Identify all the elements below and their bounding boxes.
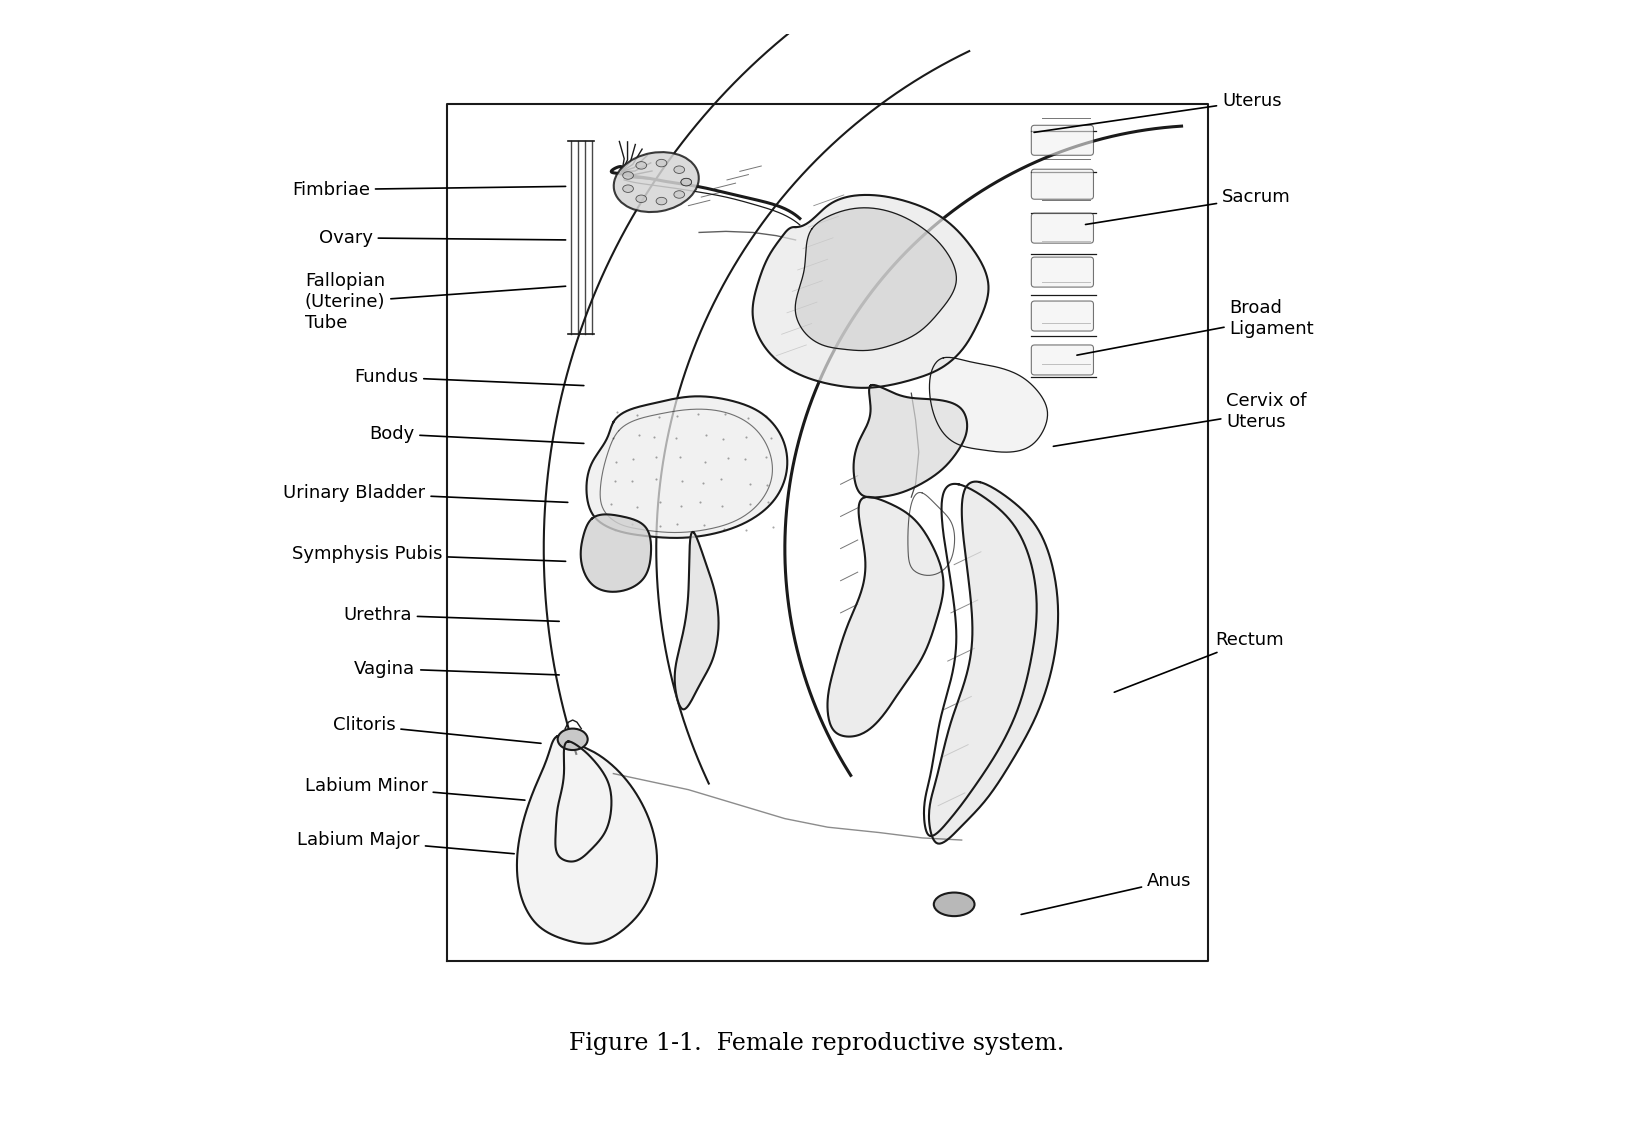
Ellipse shape <box>657 160 667 166</box>
FancyBboxPatch shape <box>1031 169 1093 200</box>
Ellipse shape <box>681 178 691 186</box>
FancyBboxPatch shape <box>1031 213 1093 243</box>
Polygon shape <box>796 207 956 351</box>
Polygon shape <box>853 385 967 497</box>
Text: Body: Body <box>369 425 583 443</box>
Text: Symphysis Pubis: Symphysis Pubis <box>292 545 565 563</box>
Ellipse shape <box>623 172 634 179</box>
FancyBboxPatch shape <box>1031 301 1093 331</box>
Text: Anus: Anus <box>1021 872 1191 914</box>
FancyBboxPatch shape <box>1031 125 1093 155</box>
Text: Uterus: Uterus <box>1034 91 1281 132</box>
Ellipse shape <box>623 185 634 193</box>
Ellipse shape <box>673 166 685 173</box>
Polygon shape <box>675 532 719 709</box>
Polygon shape <box>827 497 943 736</box>
Text: Vagina: Vagina <box>355 660 559 677</box>
Polygon shape <box>587 397 788 538</box>
Ellipse shape <box>557 728 588 750</box>
Polygon shape <box>930 357 1047 453</box>
FancyBboxPatch shape <box>1031 345 1093 375</box>
Text: Figure 1-1.  Female reproductive system.: Figure 1-1. Female reproductive system. <box>569 1032 1065 1056</box>
Text: Cervix of
Uterus: Cervix of Uterus <box>1054 392 1307 447</box>
Ellipse shape <box>673 190 685 198</box>
Text: Broad
Ligament: Broad Ligament <box>1077 299 1314 356</box>
Polygon shape <box>516 735 657 944</box>
Text: Urinary Bladder: Urinary Bladder <box>283 483 567 503</box>
Ellipse shape <box>614 152 699 212</box>
Text: Labium Major: Labium Major <box>297 831 515 854</box>
Text: Ovary: Ovary <box>319 229 565 246</box>
Ellipse shape <box>636 162 647 169</box>
Ellipse shape <box>933 893 974 917</box>
Polygon shape <box>580 514 650 592</box>
Text: Rectum: Rectum <box>1114 630 1284 692</box>
Text: Fimbriae: Fimbriae <box>292 180 565 198</box>
Polygon shape <box>753 195 989 388</box>
Text: Clitoris: Clitoris <box>333 716 541 743</box>
FancyBboxPatch shape <box>1031 258 1093 287</box>
Ellipse shape <box>636 195 647 203</box>
Text: Sacrum: Sacrum <box>1085 188 1291 225</box>
Ellipse shape <box>657 197 667 205</box>
Text: Fundus: Fundus <box>355 368 583 386</box>
Text: Urethra: Urethra <box>343 606 559 624</box>
Text: Fallopian
(Uterine)
Tube: Fallopian (Uterine) Tube <box>306 272 565 332</box>
Text: Labium Minor: Labium Minor <box>306 777 525 800</box>
Polygon shape <box>930 481 1059 844</box>
Ellipse shape <box>681 178 691 186</box>
